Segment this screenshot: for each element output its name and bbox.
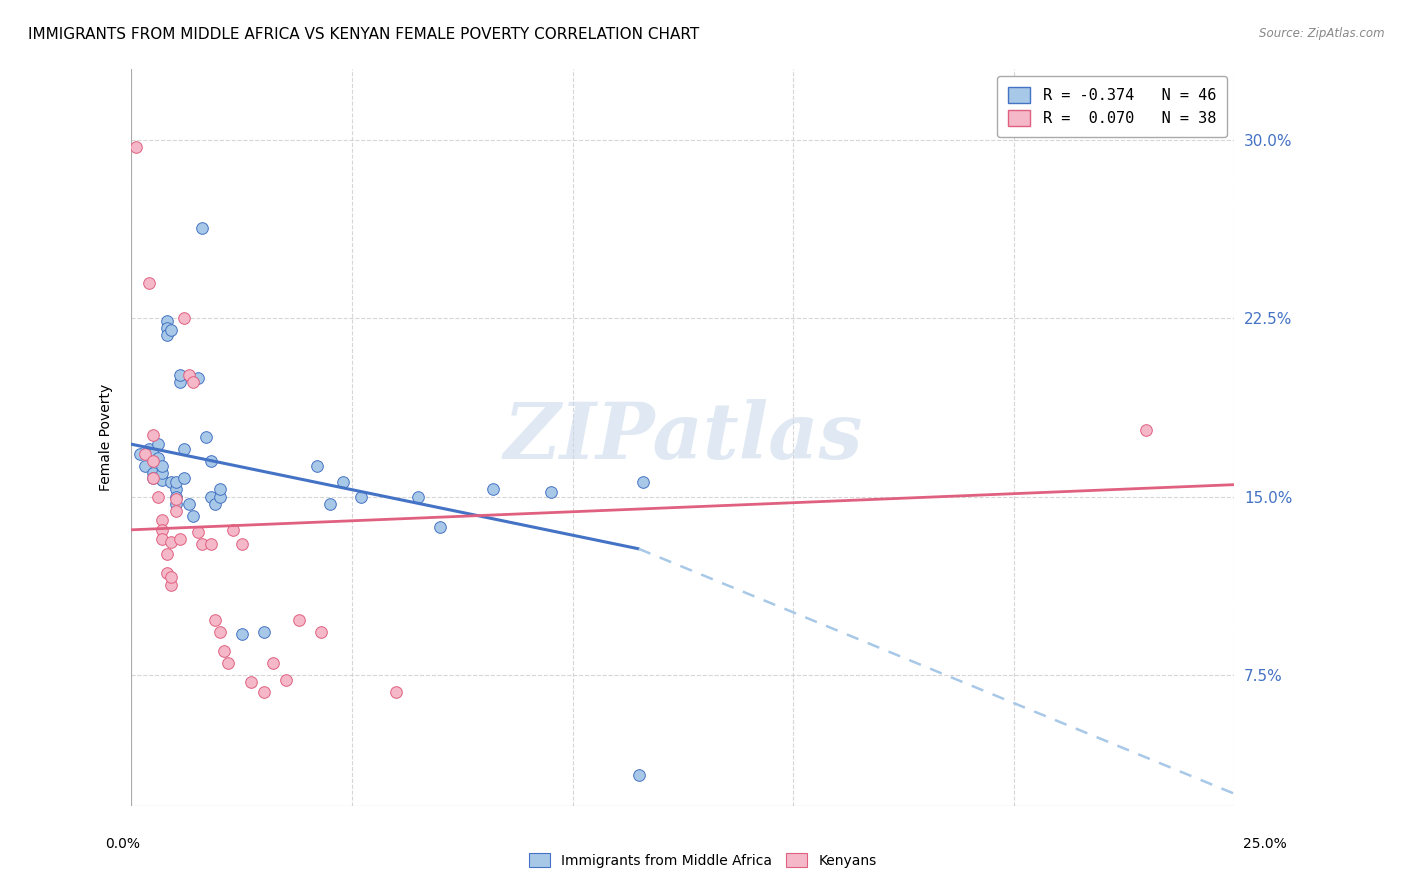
Point: [150, 466, 173, 480]
Point: [169, 376, 191, 390]
Point: [239, 675, 262, 690]
Point: [150, 533, 173, 547]
Point: [150, 473, 173, 487]
Text: 0.0%: 0.0%: [105, 837, 141, 851]
Point: [208, 625, 231, 640]
Point: [200, 490, 222, 504]
Point: [253, 625, 276, 640]
Point: [181, 508, 204, 523]
Point: [274, 673, 297, 687]
Point: [262, 656, 284, 670]
Point: [195, 430, 218, 444]
Point: [165, 491, 187, 506]
Point: [181, 376, 204, 390]
Point: [177, 368, 200, 383]
Text: 25.0%: 25.0%: [1243, 837, 1286, 851]
Text: Source: ZipAtlas.com: Source: ZipAtlas.com: [1260, 27, 1385, 40]
Point: [160, 475, 183, 490]
Point: [482, 483, 505, 497]
Point: [173, 442, 195, 456]
Point: [187, 525, 209, 540]
Point: [134, 458, 156, 473]
Point: [142, 466, 165, 480]
Point: [156, 566, 179, 580]
Point: [305, 458, 328, 473]
Point: [191, 220, 214, 235]
Point: [165, 475, 187, 490]
Point: [160, 570, 183, 584]
Point: [138, 276, 160, 290]
Point: [332, 475, 354, 490]
Point: [142, 427, 165, 442]
Text: ZIPatlas: ZIPatlas: [503, 399, 862, 475]
Point: [627, 768, 650, 782]
Point: [191, 537, 214, 551]
Point: [146, 490, 169, 504]
Point: [142, 447, 165, 461]
Point: [429, 520, 451, 534]
Point: [187, 370, 209, 384]
Legend: R = -0.374   N = 46, R =  0.070   N = 38: R = -0.374 N = 46, R = 0.070 N = 38: [997, 76, 1226, 137]
Point: [165, 504, 187, 518]
Legend: Immigrants from Middle Africa, Kenyans: Immigrants from Middle Africa, Kenyans: [522, 845, 884, 876]
Text: IMMIGRANTS FROM MIDDLE AFRICA VS KENYAN FEMALE POVERTY CORRELATION CHART: IMMIGRANTS FROM MIDDLE AFRICA VS KENYAN …: [28, 27, 699, 42]
Point: [138, 442, 160, 456]
Point: [540, 484, 562, 499]
Point: [169, 368, 191, 383]
Point: [146, 437, 169, 451]
Point: [217, 656, 239, 670]
Point: [173, 311, 195, 326]
Point: [288, 613, 311, 627]
Point: [150, 458, 173, 473]
Point: [631, 475, 654, 490]
Point: [231, 537, 253, 551]
Point: [204, 497, 226, 511]
Point: [222, 523, 245, 537]
Point: [208, 490, 231, 504]
Point: [150, 513, 173, 527]
Point: [1135, 423, 1157, 437]
Point: [173, 470, 195, 484]
Point: [253, 684, 276, 698]
Y-axis label: Female Poverty: Female Poverty: [100, 384, 114, 491]
Point: [212, 644, 235, 658]
Point: [142, 454, 165, 468]
Point: [156, 320, 179, 334]
Point: [231, 627, 253, 641]
Point: [142, 470, 165, 484]
Point: [165, 483, 187, 497]
Point: [208, 483, 231, 497]
Point: [204, 613, 226, 627]
Point: [319, 497, 342, 511]
Point: [309, 625, 332, 640]
Point: [129, 447, 152, 461]
Point: [156, 547, 179, 561]
Point: [156, 327, 179, 342]
Point: [142, 470, 165, 484]
Point: [200, 454, 222, 468]
Point: [156, 313, 179, 327]
Point: [146, 451, 169, 466]
Point: [169, 533, 191, 547]
Point: [160, 577, 183, 591]
Point: [134, 447, 156, 461]
Point: [406, 490, 429, 504]
Point: [385, 684, 408, 698]
Point: [165, 490, 187, 504]
Point: [200, 537, 222, 551]
Point: [350, 490, 373, 504]
Point: [160, 534, 183, 549]
Point: [165, 497, 187, 511]
Point: [177, 497, 200, 511]
Point: [125, 140, 148, 154]
Point: [160, 323, 183, 337]
Point: [150, 523, 173, 537]
